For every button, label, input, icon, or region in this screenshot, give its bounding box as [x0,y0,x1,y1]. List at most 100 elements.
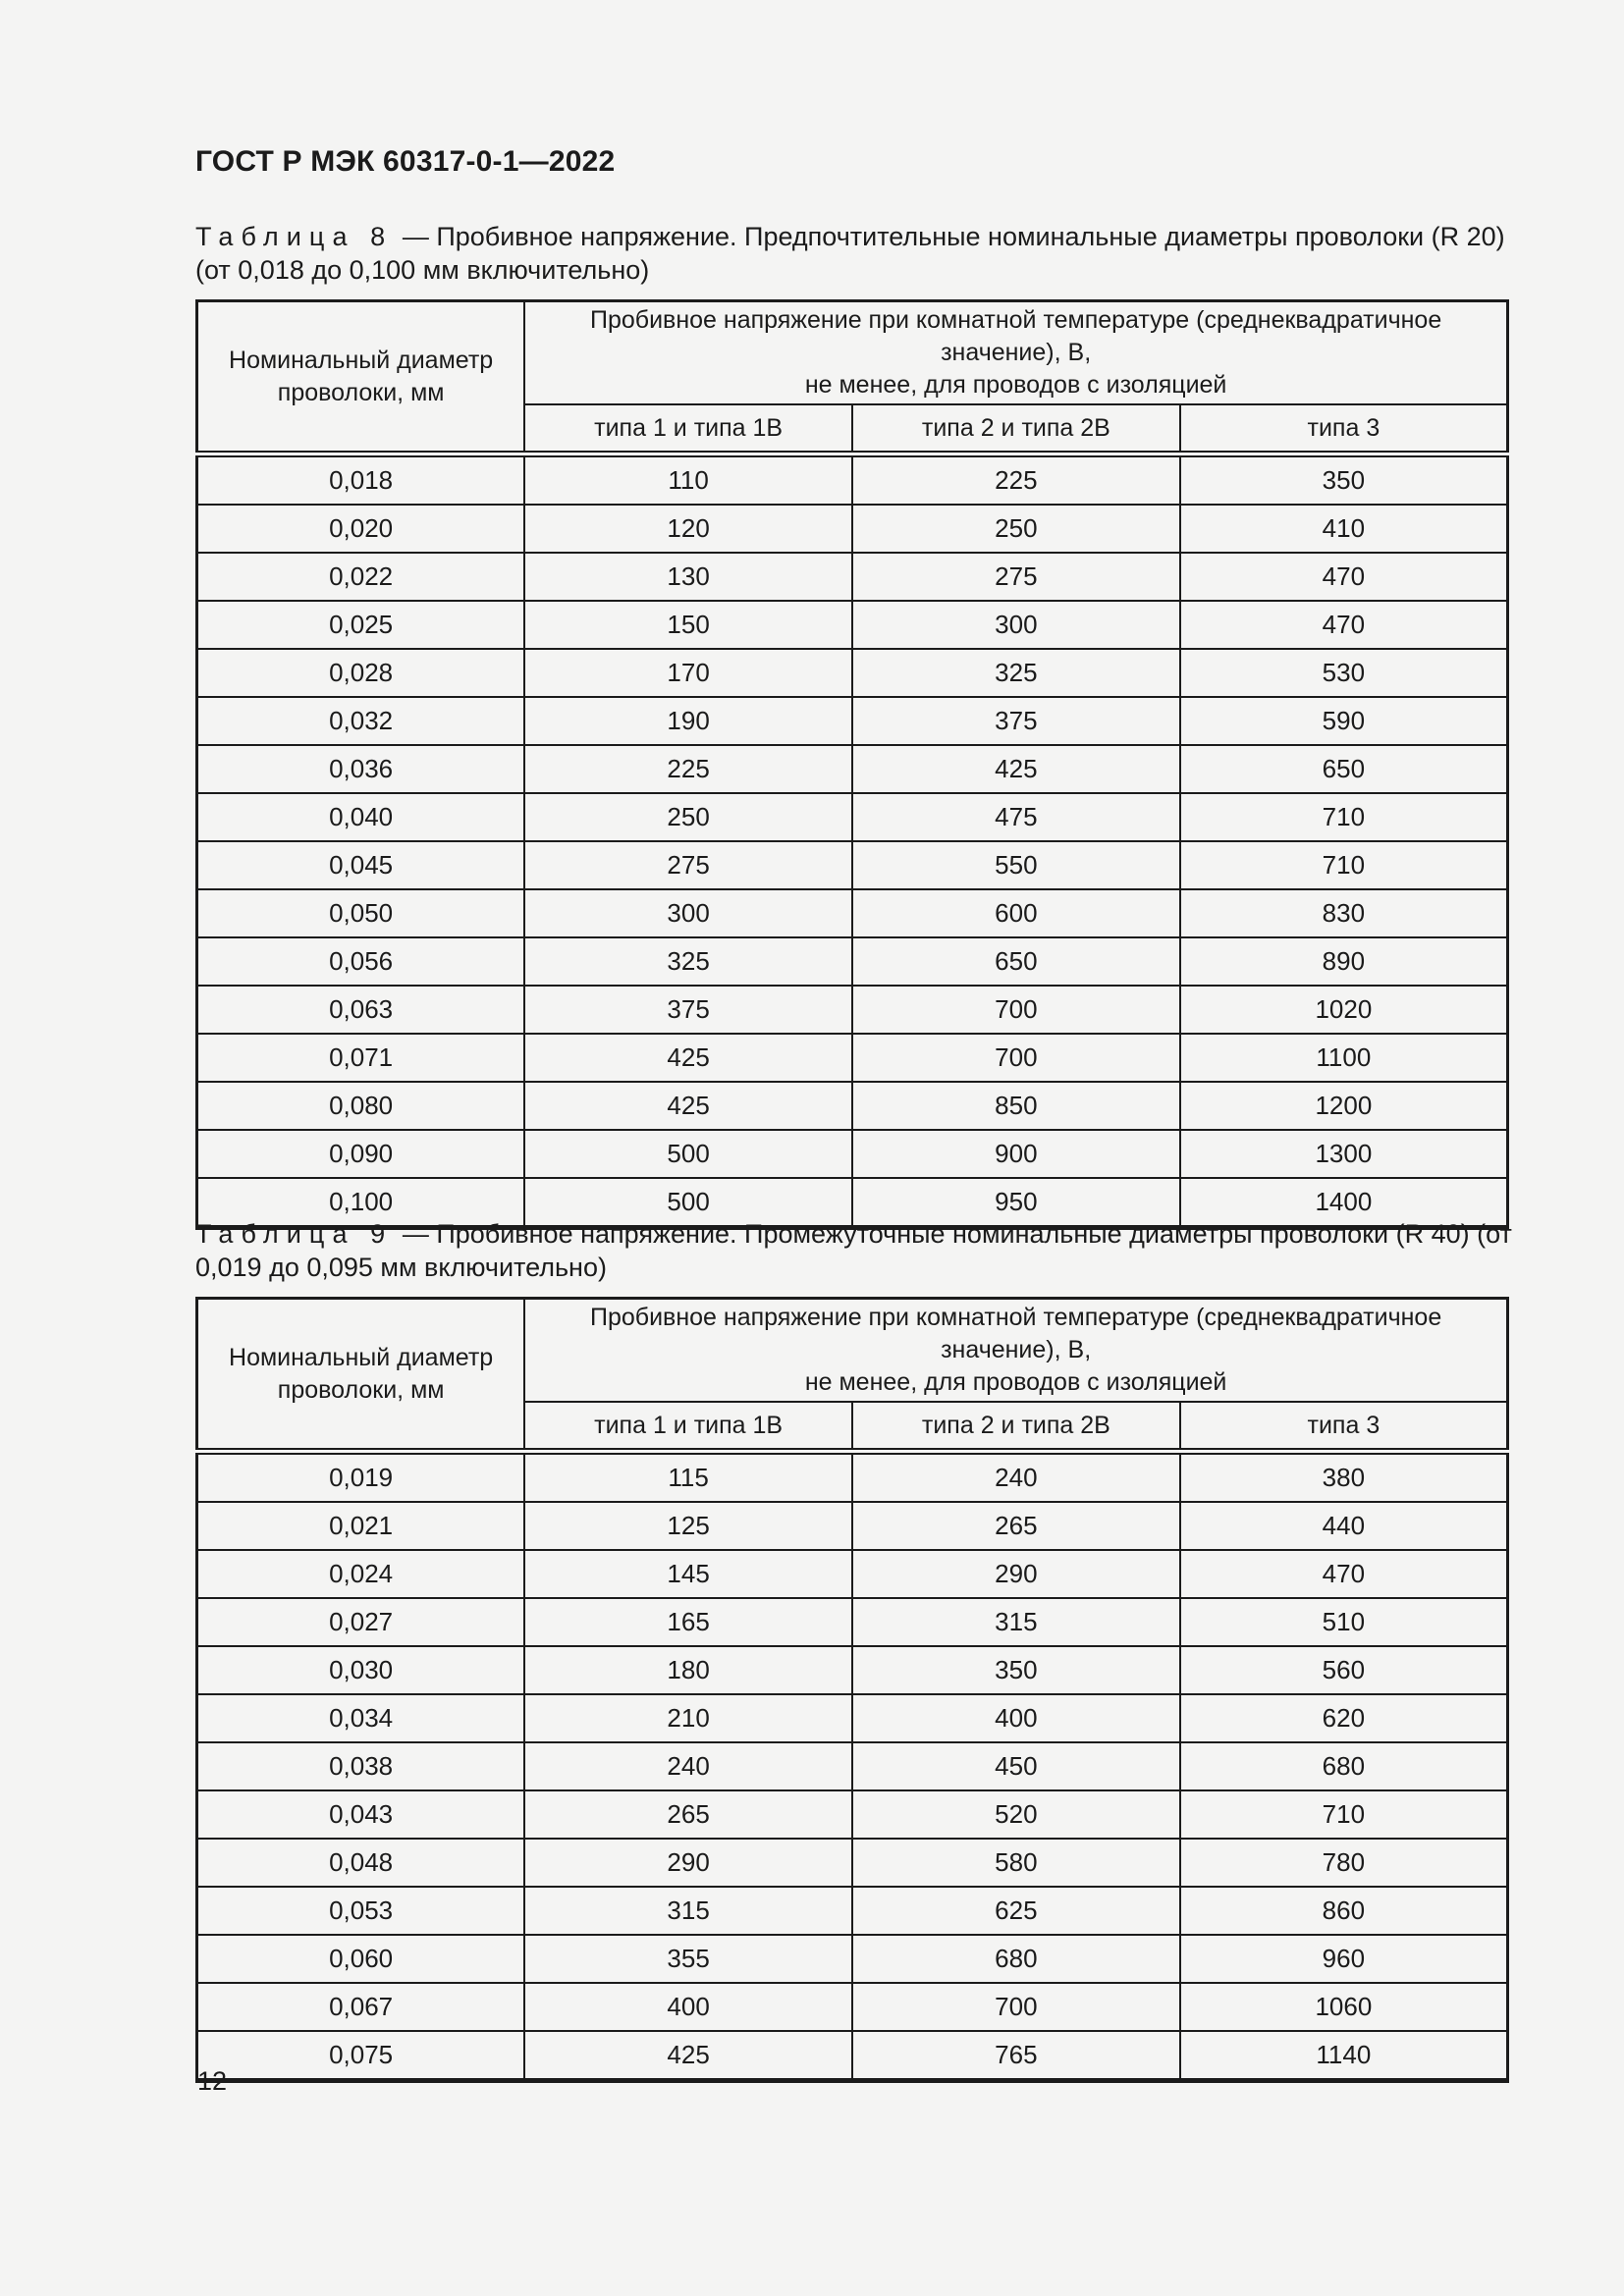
table-cell: 0,100 [195,1177,526,1229]
table-8: Номинальный диаметр проволоки, мм Пробив… [195,299,1509,1230]
table-8-caption-label: Таблица 8 [195,222,394,251]
table-cell: 400 [851,1693,1181,1743]
table-cell: 275 [851,552,1181,602]
table-cell: 1060 [1178,1982,1509,2032]
table-cell: 300 [523,888,853,938]
table-cell: 960 [1178,1934,1509,1984]
table-cell: 710 [1178,840,1509,890]
table-row: 0,056 325 650 890 [195,936,1509,987]
table-cell: 0,090 [195,1129,526,1179]
table-cell: 0,043 [195,1789,526,1840]
table-cell: 240 [851,1450,1181,1503]
table-cell: 470 [1178,600,1509,650]
table-cell: 900 [851,1129,1181,1179]
table-cell: 425 [523,1033,853,1083]
table-8-body: 0,018 110 225 350 0,020 120 250 410 0,022 130 275 4… [195,453,1509,1229]
table-9-group-header: Пробивное напряжение при комнатной темпе… [523,1297,1509,1403]
table-cell: 1400 [1178,1177,1509,1229]
table-cell: 650 [1178,744,1509,794]
table-cell: 375 [851,696,1181,746]
table-9-header-row-2: типа 1 и типа 1В типа 2 и типа 2В типа 3 [197,1401,1509,1455]
table-cell: 680 [851,1934,1181,1984]
table-cell: 0,048 [195,1838,526,1888]
table-cell: 265 [523,1789,853,1840]
table-cell: 440 [1178,1501,1509,1551]
table-cell: 0,020 [195,504,526,554]
table-cell: 150 [523,600,853,650]
table-cell: 700 [851,985,1181,1035]
table-row: 0,021 125 265 440 [195,1501,1509,1551]
table-cell: 110 [523,453,853,506]
table-cell: 650 [851,936,1181,987]
table-cell: 400 [523,1982,853,2032]
table-cell: 0,024 [195,1549,526,1599]
table-row: 0,020 120 250 410 [195,504,1509,554]
table-row: 0,045 275 550 710 [195,840,1509,890]
table-cell: 0,063 [195,985,526,1035]
table-8-col0-header-line2: проволоки, мм [277,378,445,406]
table-cell: 600 [851,888,1181,938]
table-row: 0,050 300 600 830 [195,888,1509,938]
table-cell: 710 [1178,792,1509,842]
table-cell: 0,053 [195,1886,526,1936]
table-cell: 210 [523,1693,853,1743]
table-row: 0,027 165 315 510 [195,1597,1509,1647]
table-row: 0,063 375 700 1020 [195,985,1509,1035]
table-row: 0,043 265 520 710 [195,1789,1509,1840]
table-cell: 275 [523,840,853,890]
table-row: 0,032 190 375 590 [195,696,1509,746]
table-cell: 0,071 [195,1033,526,1083]
table-cell: 550 [851,840,1181,890]
table-cell: 470 [1178,552,1509,602]
table-cell: 1140 [1178,2030,1509,2082]
table-cell: 1200 [1178,1081,1509,1131]
table-cell: 225 [523,744,853,794]
table-cell: 225 [851,453,1181,506]
table-cell: 530 [1178,648,1509,698]
table-row: 0,030 180 350 560 [195,1645,1509,1695]
table-cell: 850 [851,1081,1181,1131]
table-9: Номинальный диаметр проволоки, мм Пробив… [195,1297,1509,2083]
table-cell: 0,050 [195,888,526,938]
table-cell: 0,025 [195,600,526,650]
table-cell: 350 [1178,453,1509,506]
table-cell: 680 [1178,1741,1509,1791]
table-cell: 780 [1178,1838,1509,1888]
table-cell: 765 [851,2030,1181,2082]
table-9-group-header-line1: Пробивное напряжение при комнатной темпе… [590,1304,1442,1363]
table-cell: 0,019 [195,1450,526,1503]
table-cell: 350 [851,1645,1181,1695]
table-cell: 0,040 [195,792,526,842]
table-cell: 560 [1178,1645,1509,1695]
table-cell: 890 [1178,936,1509,987]
table-cell: 470 [1178,1549,1509,1599]
table-cell: 950 [851,1177,1181,1229]
table-9-caption: Таблица 9 — Пробивное напряжение. Промеж… [195,1217,1512,1284]
table-cell: 120 [523,504,853,554]
table-row: 0,022 130 275 470 [195,552,1509,602]
table-cell: 425 [523,2030,853,2082]
table-row: 0,038 240 450 680 [195,1741,1509,1791]
table-cell: 375 [523,985,853,1035]
table-9-header-row-1: Номинальный диаметр проволоки, мм Пробив… [195,1297,1509,1455]
table-8-group-header-line1: Пробивное напряжение при комнатной темпе… [590,306,1442,366]
table-cell: 170 [523,648,853,698]
table-cell: 710 [1178,1789,1509,1840]
table-9-col0-header: Номинальный диаметр проволоки, мм [195,1297,526,1455]
table-row: 0,019 115 240 380 [195,1450,1509,1503]
table-8-subheader-type3: типа 3 [1178,403,1509,457]
table-cell: 180 [523,1645,853,1695]
table-cell: 315 [851,1597,1181,1647]
table-9-body: 0,019 115 240 380 0,021 125 265 440 0,024 145 290 4… [195,1450,1509,2082]
table-8-caption-text: — Пробивное напряжение. Предпочтительные… [195,222,1505,285]
table-cell: 700 [851,1982,1181,2032]
table-row: 0,100 500 950 1400 [195,1177,1509,1229]
table-8-col0-header-line1: Номинальный диаметр [229,346,494,374]
table-cell: 0,045 [195,840,526,890]
table-cell: 355 [523,1934,853,1984]
table-cell: 500 [523,1177,853,1229]
table-cell: 0,032 [195,696,526,746]
table-8-group-header-line2: не менее, для проводов с изоляцией [804,371,1227,399]
table-9-caption-text: — Пробивное напряжение. Промежуточные но… [195,1219,1512,1282]
